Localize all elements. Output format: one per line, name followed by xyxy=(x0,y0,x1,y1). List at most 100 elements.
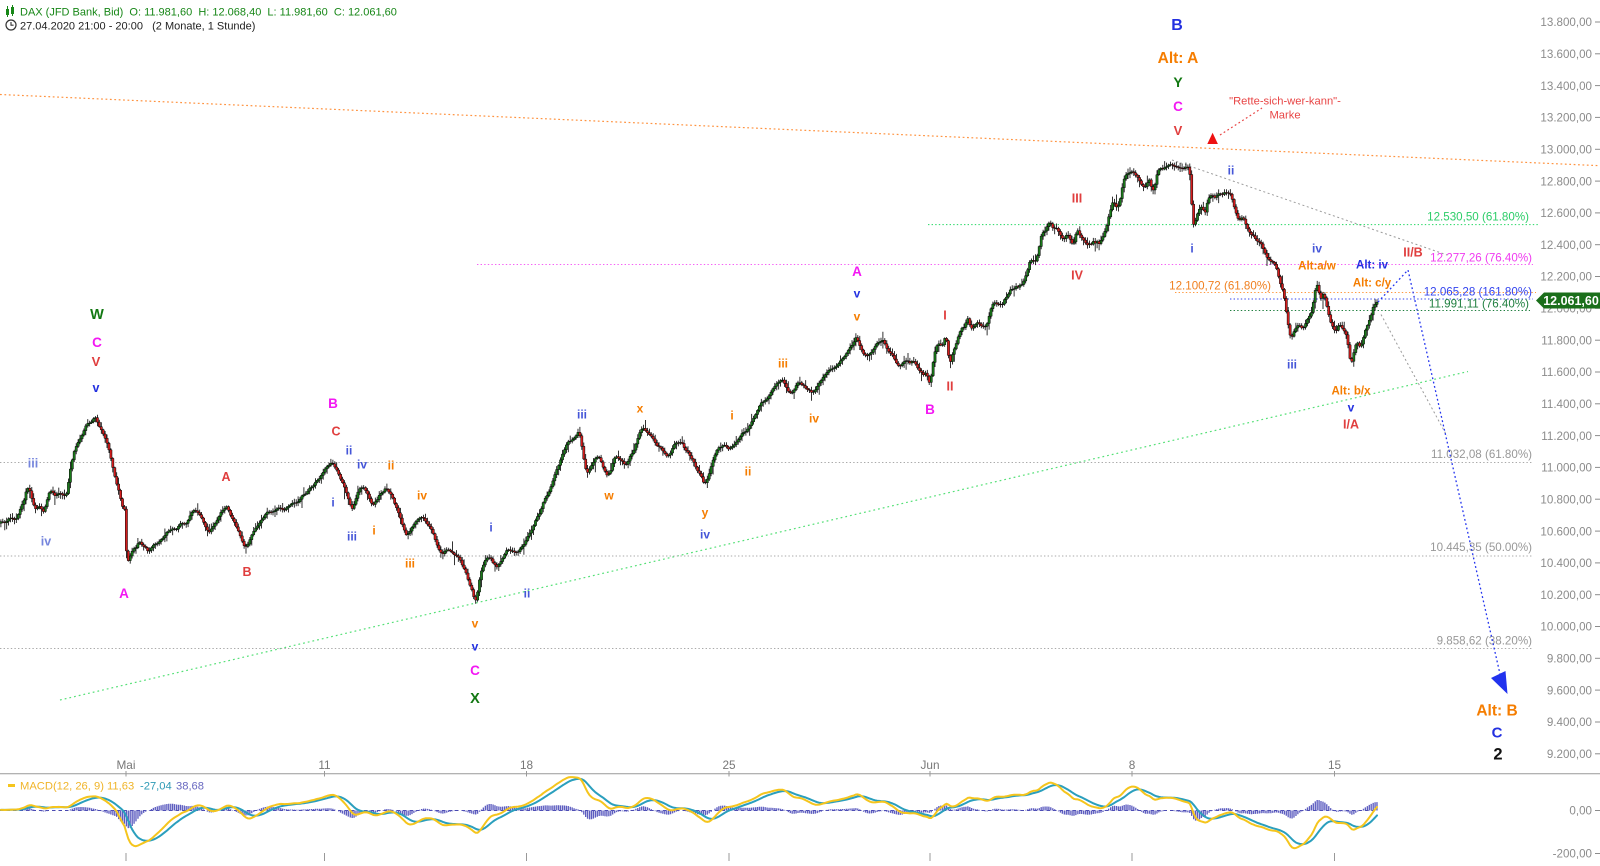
svg-text:12.800,00: 12.800,00 xyxy=(1540,175,1592,188)
svg-text:iii: iii xyxy=(577,408,587,422)
svg-text:ii: ii xyxy=(1228,164,1235,178)
svg-text:Y: Y xyxy=(1173,74,1183,90)
svg-text:A: A xyxy=(221,470,230,484)
svg-text:ii: ii xyxy=(745,465,752,479)
svg-text:B: B xyxy=(242,565,251,579)
svg-text:11.600,00: 11.600,00 xyxy=(1541,366,1592,379)
svg-text:13.000,00: 13.000,00 xyxy=(1540,144,1592,157)
svg-text:18: 18 xyxy=(520,758,534,772)
svg-text:11.000,00: 11.000,00 xyxy=(1541,462,1592,475)
svg-text:v: v xyxy=(93,381,100,395)
svg-text:10.400,00: 10.400,00 xyxy=(1540,557,1592,570)
svg-text:v: v xyxy=(472,617,479,631)
svg-text:13.200,00: 13.200,00 xyxy=(1540,112,1592,125)
svg-text:9.200,00: 9.200,00 xyxy=(1547,748,1592,761)
svg-text:w: w xyxy=(603,489,614,503)
svg-text:9.858,62 (38.20%): 9.858,62 (38.20%) xyxy=(1437,635,1533,648)
svg-text:-200,00: -200,00 xyxy=(1553,848,1592,861)
svg-text:iv: iv xyxy=(417,489,427,503)
svg-text:v: v xyxy=(854,310,861,324)
svg-text:38,68: 38,68 xyxy=(176,781,204,793)
svg-text:11.991,11 (76.40%): 11.991,11 (76.40%) xyxy=(1429,298,1529,311)
svg-text:iii: iii xyxy=(778,357,788,371)
svg-text:12.600,00: 12.600,00 xyxy=(1540,207,1592,220)
svg-text:iv: iv xyxy=(41,535,51,549)
svg-text:v: v xyxy=(854,287,861,301)
svg-text:III: III xyxy=(1072,192,1082,206)
svg-text:I: I xyxy=(943,309,946,323)
svg-text:Alt: A: Alt: A xyxy=(1158,50,1199,67)
svg-text:10.000,00: 10.000,00 xyxy=(1540,621,1592,634)
svg-text:10.445,35 (50.00%): 10.445,35 (50.00%) xyxy=(1430,541,1532,554)
svg-text:iv: iv xyxy=(700,528,710,542)
svg-text:12.065,28 (161.80%): 12.065,28 (161.80%) xyxy=(1424,286,1532,299)
svg-text:"Rette-sich-wer-kann"-: "Rette-sich-wer-kann"- xyxy=(1229,96,1341,108)
svg-text:ii: ii xyxy=(346,444,353,458)
svg-text:ii: ii xyxy=(524,587,531,601)
svg-text:DAX (JFD Bank, Bid) O: 11.981: DAX (JFD Bank, Bid) O: 11.981,60 H: 12.0… xyxy=(20,7,397,19)
svg-text:11,63: 11,63 xyxy=(107,781,134,793)
svg-text:B: B xyxy=(1171,17,1183,34)
svg-text:13.600,00: 13.600,00 xyxy=(1540,48,1592,61)
svg-text:C: C xyxy=(1492,725,1503,742)
svg-text:C: C xyxy=(470,663,480,678)
svg-text:27.04.2020 21:00 - 20:00 (2: 27.04.2020 21:00 - 20:00 (2 Monate, 1 St… xyxy=(20,21,255,33)
svg-text:12.061,60: 12.061,60 xyxy=(1543,294,1599,308)
svg-text:A: A xyxy=(119,586,129,601)
svg-text:10.600,00: 10.600,00 xyxy=(1540,525,1592,538)
svg-text:B: B xyxy=(925,402,935,417)
svg-text:V: V xyxy=(1174,123,1183,138)
svg-text:MACD(12, 26, 9): MACD(12, 26, 9) xyxy=(20,781,104,793)
svg-text:A: A xyxy=(852,264,862,279)
svg-text:11: 11 xyxy=(318,758,330,772)
svg-text:iv: iv xyxy=(1312,242,1322,256)
svg-text:x: x xyxy=(637,402,644,416)
svg-text:B: B xyxy=(328,396,338,411)
svg-text:y: y xyxy=(702,506,709,520)
svg-text:C: C xyxy=(331,425,340,439)
svg-text:9.600,00: 9.600,00 xyxy=(1547,684,1592,697)
svg-text:Alt: iv: Alt: iv xyxy=(1356,260,1389,272)
svg-text:i: i xyxy=(372,524,375,538)
svg-text:W: W xyxy=(90,307,104,323)
svg-text:12.200,00: 12.200,00 xyxy=(1540,271,1592,284)
svg-text:iii: iii xyxy=(1287,358,1297,372)
svg-text:C: C xyxy=(1173,99,1183,114)
svg-text:9.400,00: 9.400,00 xyxy=(1547,716,1592,729)
svg-text:11.200,00: 11.200,00 xyxy=(1541,430,1592,443)
svg-text:12.400,00: 12.400,00 xyxy=(1540,239,1592,252)
svg-text:2: 2 xyxy=(1493,746,1502,764)
svg-text:iv: iv xyxy=(357,458,367,472)
svg-text:10.800,00: 10.800,00 xyxy=(1540,493,1592,506)
svg-text:iii: iii xyxy=(28,457,38,471)
svg-text:C: C xyxy=(92,335,102,350)
svg-text:i: i xyxy=(489,521,492,535)
svg-text:Alt: B: Alt: B xyxy=(1476,703,1517,720)
svg-text:Alt: b/x: Alt: b/x xyxy=(1332,386,1372,398)
svg-text:0,00: 0,00 xyxy=(1569,805,1592,818)
svg-text:X: X xyxy=(470,691,480,707)
svg-text:II: II xyxy=(947,380,954,394)
svg-text:13.400,00: 13.400,00 xyxy=(1540,80,1592,93)
svg-text:i: i xyxy=(1190,242,1193,256)
svg-text:v: v xyxy=(1348,401,1355,415)
svg-text:12.277,26 (76.40%): 12.277,26 (76.40%) xyxy=(1430,252,1532,265)
svg-text:i: i xyxy=(331,496,334,510)
svg-text:i: i xyxy=(730,409,733,423)
svg-text:-27,04: -27,04 xyxy=(140,781,172,793)
svg-text:11.032,08 (61.80%): 11.032,08 (61.80%) xyxy=(1431,448,1532,461)
svg-text:ii: ii xyxy=(388,459,395,473)
svg-text:12.100,72 (61.80%): 12.100,72 (61.80%) xyxy=(1169,280,1271,293)
svg-text:II/B: II/B xyxy=(1403,246,1422,260)
svg-text:iii: iii xyxy=(405,557,415,571)
svg-text:13.800,00: 13.800,00 xyxy=(1540,16,1592,29)
svg-text:Marke: Marke xyxy=(1269,110,1300,122)
svg-text:15: 15 xyxy=(1328,758,1342,772)
svg-text:9.800,00: 9.800,00 xyxy=(1547,653,1592,666)
svg-text:11.400,00: 11.400,00 xyxy=(1541,398,1592,411)
svg-text:Mai: Mai xyxy=(116,758,135,772)
svg-text:Alt: c/y: Alt: c/y xyxy=(1353,278,1392,290)
svg-text:10.200,00: 10.200,00 xyxy=(1540,589,1592,602)
svg-text:IV: IV xyxy=(1071,269,1083,283)
svg-text:Alt:a/w: Alt:a/w xyxy=(1298,261,1336,273)
